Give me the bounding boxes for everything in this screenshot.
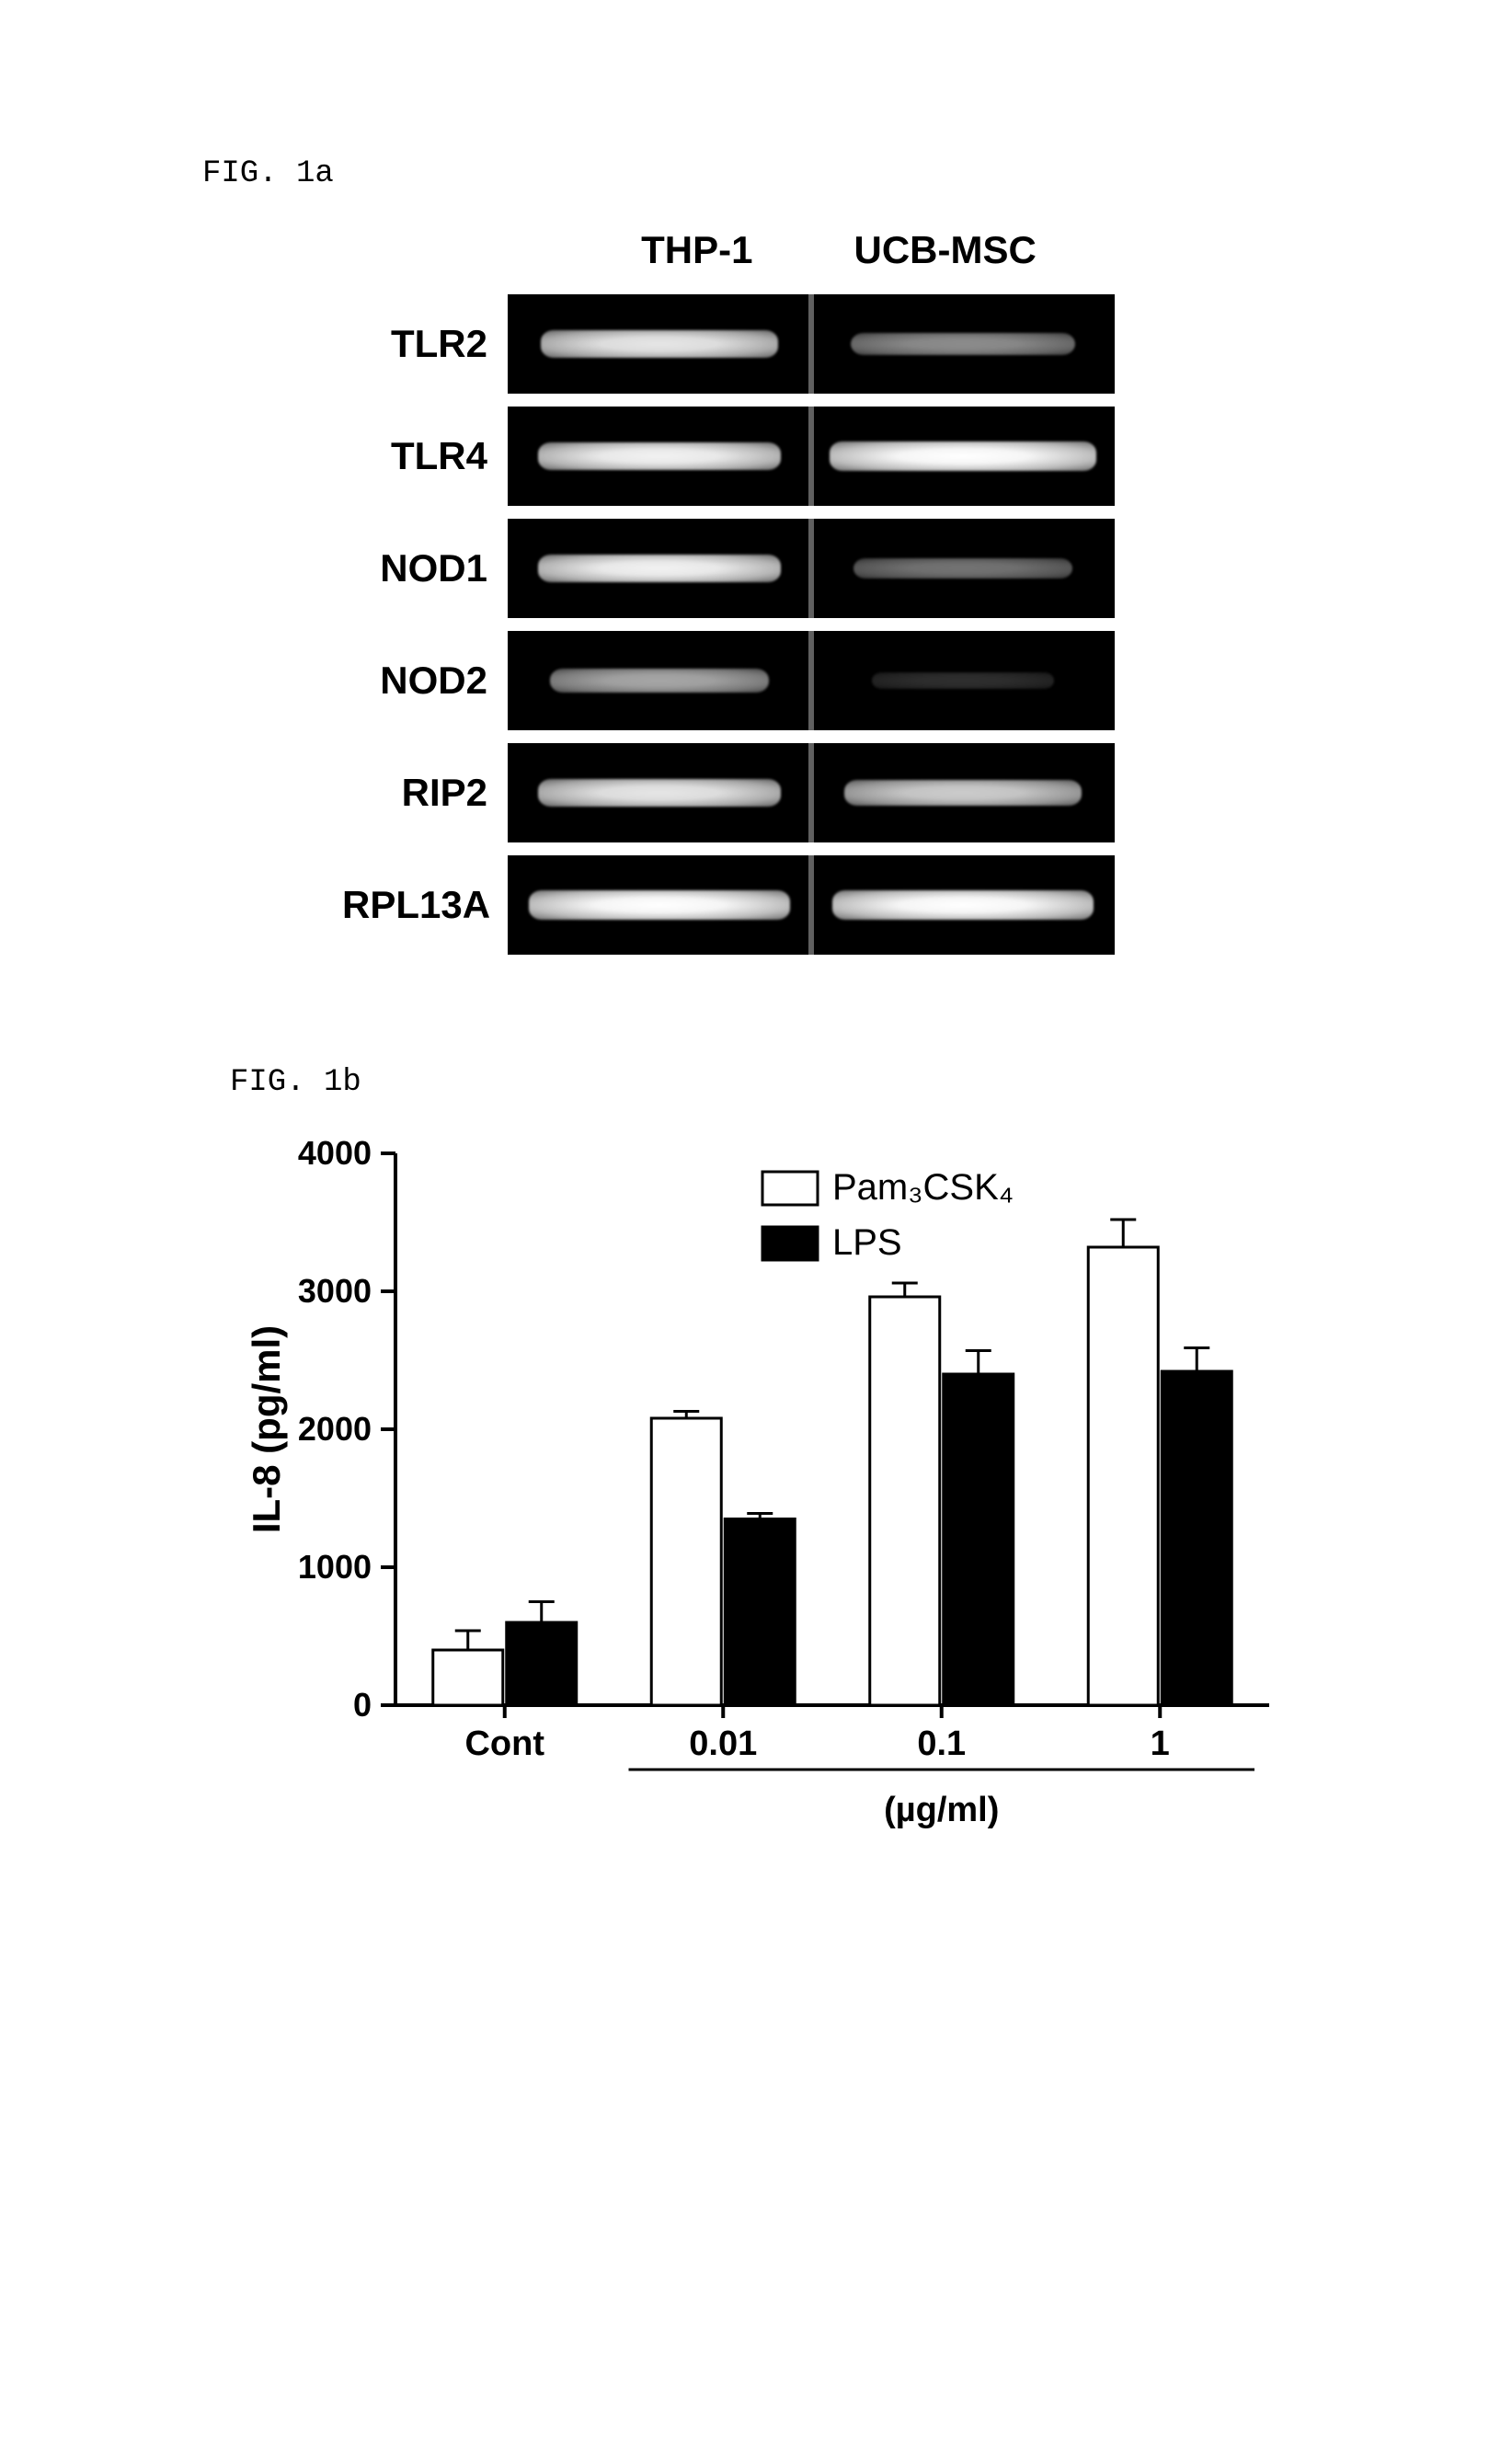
gel-row-label: NOD2 bbox=[342, 659, 508, 703]
fig1b-label: FIG. 1b bbox=[230, 1065, 1310, 1100]
gel-row: RPL13A bbox=[342, 855, 1170, 955]
gel-lane bbox=[508, 855, 811, 955]
x-tick-label: 1 bbox=[1151, 1724, 1170, 1763]
y-tick-label: 4000 bbox=[298, 1134, 372, 1172]
gel-band bbox=[541, 330, 777, 358]
page-container: FIG. 1a THP-1 UCB-MSC TLR2 TLR4 NOD1 NOD2 RI… bbox=[0, 0, 1512, 2452]
gel-row-label: TLR2 bbox=[342, 322, 508, 366]
gel-col-2: UCB-MSC bbox=[854, 228, 1037, 272]
gel-lane bbox=[508, 407, 811, 506]
bar-lps bbox=[725, 1519, 795, 1706]
gel-column-headers: THP-1 UCB-MSC bbox=[342, 228, 1170, 272]
gel-strip bbox=[508, 294, 1115, 394]
gel-row: NOD1 bbox=[342, 519, 1170, 618]
gel-strip bbox=[508, 743, 1115, 842]
x-tick-label: 0.01 bbox=[689, 1724, 757, 1763]
gel-row: TLR4 bbox=[342, 407, 1170, 506]
gel-lane bbox=[508, 631, 811, 730]
x-tick-label: Cont bbox=[464, 1724, 544, 1763]
bar-lps bbox=[507, 1622, 577, 1705]
y-axis-label: IL-8 (pg/ml) bbox=[245, 1325, 288, 1533]
gel-strip bbox=[508, 855, 1115, 955]
bar-lps bbox=[1162, 1371, 1231, 1705]
legend-label: Pam₃CSK₄ bbox=[832, 1167, 1014, 1208]
y-tick-label: 0 bbox=[353, 1686, 372, 1724]
fig1a-panel: THP-1 UCB-MSC TLR2 TLR4 NOD1 NOD2 RIP2 RPL13A bbox=[342, 228, 1170, 955]
gel-strip bbox=[508, 631, 1115, 730]
gel-band bbox=[550, 669, 769, 693]
gel-lane bbox=[811, 294, 1115, 394]
fig1a-label: FIG. 1a bbox=[202, 156, 1310, 191]
bar-chart-svg: 0 1000 2000 3000 4000 IL-8 (pg/ml) Cont 0.01 0.1… bbox=[239, 1126, 1297, 1843]
gel-band bbox=[844, 780, 1081, 806]
bar-pam bbox=[433, 1650, 503, 1705]
gel-row-label: RPL13A bbox=[342, 883, 508, 927]
gel-band bbox=[851, 333, 1075, 355]
gel-row-label: RIP2 bbox=[342, 771, 508, 815]
gel-lane bbox=[508, 519, 811, 618]
gel-strip bbox=[508, 407, 1115, 506]
gel-band bbox=[830, 441, 1096, 470]
bar-pam bbox=[651, 1418, 721, 1705]
gel-lane bbox=[508, 294, 811, 394]
legend-label: LPS bbox=[832, 1222, 902, 1263]
gel-row-label: TLR4 bbox=[342, 434, 508, 478]
gel-band bbox=[872, 672, 1054, 689]
gel-band bbox=[529, 890, 790, 919]
gel-band bbox=[538, 442, 781, 470]
gel-lane bbox=[811, 743, 1115, 842]
legend-swatch bbox=[762, 1227, 818, 1260]
gel-row: TLR2 bbox=[342, 294, 1170, 394]
gel-rows-container: TLR2 TLR4 NOD1 NOD2 RIP2 RPL13A bbox=[342, 294, 1170, 955]
legend-swatch bbox=[762, 1172, 818, 1205]
gel-row: RIP2 bbox=[342, 743, 1170, 842]
gel-band bbox=[538, 779, 781, 807]
x-tick-label: 0.1 bbox=[917, 1724, 966, 1763]
bar-lps bbox=[944, 1374, 1014, 1705]
gel-strip bbox=[508, 519, 1115, 618]
gel-band bbox=[538, 555, 781, 582]
y-tick-label: 2000 bbox=[298, 1410, 372, 1448]
gel-row: NOD2 bbox=[342, 631, 1170, 730]
gel-band bbox=[832, 890, 1094, 919]
y-tick-label: 3000 bbox=[298, 1272, 372, 1310]
gel-band bbox=[853, 558, 1072, 579]
fig1b-chart: 0 1000 2000 3000 4000 IL-8 (pg/ml) Cont 0.01 0.1… bbox=[239, 1126, 1297, 1843]
gel-lane bbox=[811, 407, 1115, 506]
gel-col-1: THP-1 bbox=[641, 228, 752, 272]
y-tick-label: 1000 bbox=[298, 1548, 372, 1586]
gel-lane bbox=[811, 519, 1115, 618]
gel-lane bbox=[811, 631, 1115, 730]
gel-lane bbox=[811, 855, 1115, 955]
bar-pam bbox=[870, 1297, 940, 1705]
gel-lane bbox=[508, 743, 811, 842]
gel-row-label: NOD1 bbox=[342, 546, 508, 590]
bar-pam bbox=[1088, 1247, 1158, 1705]
x-axis-unit: (µg/ml) bbox=[884, 1791, 999, 1829]
